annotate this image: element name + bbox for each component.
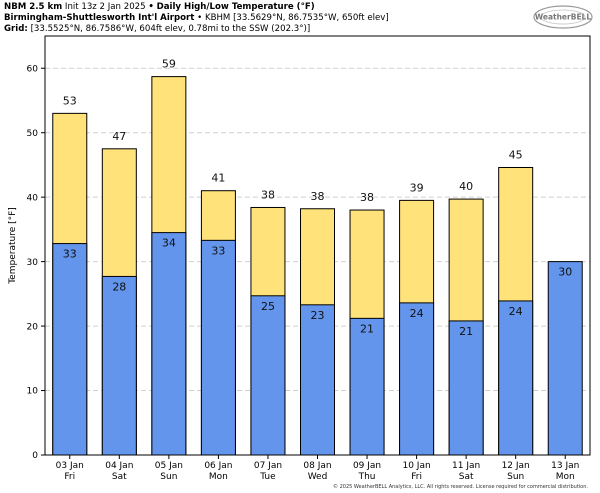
y-tick-label: 60 [27, 64, 39, 74]
chart-title: Daily High/Low Temperature (°F) [156, 2, 315, 12]
y-tick-label: 20 [27, 322, 39, 332]
low-temp-bar [399, 302, 435, 456]
x-tick-day: Sun [160, 472, 177, 482]
low-temp-label: 25 [261, 300, 275, 313]
low-temp-bar [498, 300, 534, 456]
high-temp-label: 47 [112, 130, 126, 143]
x-tick-day: Mon [556, 472, 575, 482]
x-tick-day: Fri [411, 472, 422, 482]
station-name: Birmingham-Shuttlesworth Int'l Airport [4, 13, 195, 24]
header-line-3: Grid: [33.5525°N, 86.7586°W, 604ft elev,… [4, 24, 389, 35]
low-temp-bar [349, 317, 385, 456]
x-tick-date: 04 Jan [105, 461, 133, 471]
low-temp-label: 23 [311, 309, 325, 322]
high-temp-label: 38 [261, 188, 275, 201]
low-temp-label: 24 [410, 307, 424, 320]
high-temp-label: 40 [459, 180, 473, 193]
model-name: NBM 2.5 km [4, 2, 63, 12]
x-tick-date: 11 Jan [452, 461, 480, 471]
low-temp-bar [448, 320, 484, 456]
y-tick-label: 30 [27, 258, 39, 268]
low-temp-label: 24 [509, 305, 523, 318]
x-tick-date: 13 Jan [551, 461, 579, 471]
low-temp-label: 33 [63, 248, 77, 261]
low-temp-label: 34 [162, 237, 176, 250]
bar-labels: 53 33 47 28 59 34 41 33 38 25 38 23 38 21 39 24 40 21 45 24… [63, 58, 572, 338]
x-tick-date: 10 Jan [402, 461, 430, 471]
header-line-1: NBM 2.5 km Init 13z 2 Jan 2025 • Daily H… [4, 2, 389, 13]
high-temp-label: 45 [509, 149, 523, 162]
x-tick-date: 03 Jan [56, 461, 84, 471]
x-tick-day: Tue [259, 472, 276, 482]
low-temp-label: 33 [211, 244, 225, 257]
x-tick-day: Sat [112, 472, 127, 482]
weatherbell-logo: WeatherBELL [533, 5, 593, 29]
low-temp-label: 30 [558, 266, 572, 279]
grid-info: [33.5525°N, 86.7586°W, 604ft elev, 0.78m… [30, 24, 311, 35]
low-temp-bar [250, 295, 286, 456]
x-tick-date: 06 Jan [204, 461, 232, 471]
high-temp-label: 59 [162, 58, 176, 71]
high-temp-label: 53 [63, 94, 77, 107]
low-temp-bar [52, 243, 88, 456]
low-temp-label: 28 [112, 280, 126, 293]
x-tick-day: Sun [507, 472, 524, 482]
x-tick-date: 05 Jan [155, 461, 183, 471]
y-tick-label: 0 [32, 451, 38, 461]
y-tick-label: 40 [27, 193, 39, 203]
low-temp-bar [101, 275, 137, 456]
x-tick-day: Wed [308, 472, 328, 482]
x-tick-date: 09 Jan [353, 461, 381, 471]
low-temp-label: 21 [459, 325, 473, 338]
grid-label: Grid: [4, 24, 28, 35]
x-tick-day: Thu [358, 472, 376, 482]
y-axis-label: Temperature [°F] [8, 207, 18, 285]
low-temp-bar [200, 239, 236, 456]
y-tick-label: 10 [27, 387, 39, 397]
x-tick-day: Mon [209, 472, 228, 482]
high-temp-label: 38 [360, 191, 374, 204]
y-tick-label: 50 [27, 129, 39, 139]
x-tick-day: Fri [64, 472, 75, 482]
plot-frame [44, 35, 591, 456]
low-temp-bar [151, 232, 187, 456]
header-line-2: Birmingham-Shuttlesworth Int'l Airport •… [4, 13, 389, 24]
chart-header: NBM 2.5 km Init 13z 2 Jan 2025 • Daily H… [4, 2, 389, 36]
low-temp-bar [300, 304, 335, 456]
logo-text: WeatherBELL [535, 13, 591, 22]
x-tick-date: 07 Jan [254, 461, 282, 471]
x-tick-day: Sat [459, 472, 474, 482]
init-time: Init 13z 2 Jan 2025 [64, 2, 146, 12]
copyright-footer: © 2025 WeatherBELL Analytics, LLC. All r… [333, 484, 588, 490]
header-separator: • [148, 2, 154, 12]
bars [52, 76, 583, 456]
y-axis: 0 10 20 30 40 50 60 [27, 64, 45, 461]
high-temp-label: 41 [211, 172, 225, 185]
x-tick-date: 12 Jan [502, 461, 530, 471]
high-temp-label: 39 [410, 181, 424, 194]
station-info: • KBHM [33.5629°N, 86.7535°W, 650ft elev… [197, 13, 389, 24]
x-tick-date: 08 Jan [303, 461, 331, 471]
low-temp-bar [547, 261, 583, 456]
high-temp-label: 38 [311, 190, 325, 203]
low-temp-label: 21 [360, 322, 374, 335]
